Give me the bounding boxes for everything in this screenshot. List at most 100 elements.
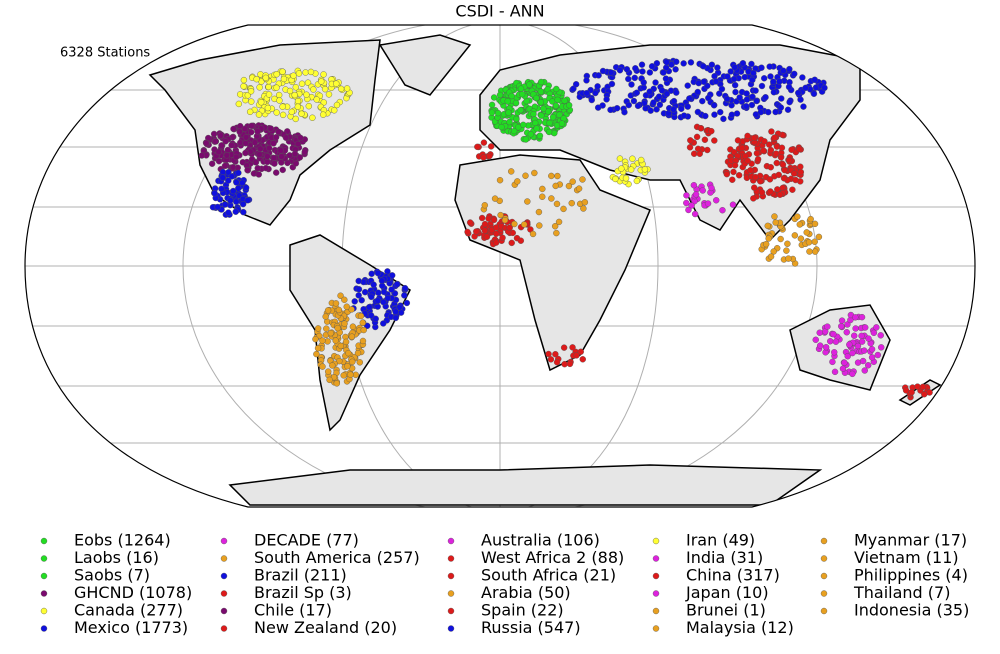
station-dot [719,206,726,214]
station-dot [858,332,865,340]
station-dot [210,130,218,138]
station-dot [333,80,340,87]
station-dot [765,235,772,242]
station-dot [646,69,654,76]
station-dot [731,81,739,89]
station-dot [481,202,488,209]
station-dot [513,115,520,123]
station-dot [641,166,649,173]
station-dots [198,57,933,401]
map-title: CSDI - ANN [455,2,544,21]
station-count: 6328 Stations [60,46,150,61]
station-dot [680,112,688,119]
station-dot [491,195,499,202]
station-dot [522,136,530,143]
station-dot [257,71,264,78]
station-dot [816,342,824,349]
station-dot [812,336,819,344]
station-dot [750,195,757,202]
station-dot [786,65,793,73]
station-dot [849,349,856,357]
station-dot [337,342,345,350]
station-dot [788,146,795,153]
station-dot [770,78,777,85]
station-dot [710,102,718,109]
station-dot [499,234,506,241]
station-dot [608,80,616,88]
station-dot [545,128,553,136]
station-dot [370,281,377,288]
station-dot [389,272,396,279]
station-dot [223,152,231,159]
station-dot [663,90,671,98]
station-dot [824,323,831,330]
station-dot [791,232,799,239]
legend-label: West Africa 2 (88) [481,548,624,567]
station-dot [264,153,271,160]
station-dot [337,292,344,299]
station-dot [718,85,726,93]
station-dot [646,88,653,95]
legend-label: Spain (22) [481,601,564,620]
station-dot [198,152,206,159]
station-dot [723,95,731,103]
station-dot [248,98,255,105]
station-dot [296,154,304,161]
station-dot [761,75,768,82]
station-dot [688,202,695,209]
station-dot [506,118,513,126]
station-dot [265,144,273,152]
station-dot [789,186,796,193]
station-dot [631,74,638,82]
station-dot [203,139,210,147]
station-dot [749,93,756,100]
station-dot [537,88,545,95]
station-dot [802,84,809,92]
station-dot [271,160,278,167]
station-dot [678,105,685,113]
station-dot [301,148,308,156]
station-dot [295,70,303,77]
station-dot [487,143,495,150]
station-dot [727,68,734,75]
station-dot [368,293,375,301]
station-dot [735,172,743,179]
station-dot [492,239,500,246]
station-dot [215,148,222,156]
legend-marker [447,572,455,580]
station-dot [806,248,813,255]
station-dot [627,166,635,173]
station-dot [298,110,305,118]
legend-marker [447,625,455,632]
station-dot [921,391,928,398]
station-dot [908,389,915,396]
station-dot [797,168,805,176]
station-dot [785,83,793,91]
station-dot [225,177,232,184]
station-dot [660,69,667,76]
station-dot [575,185,583,192]
station-dot [322,313,329,320]
station-dot [255,111,263,118]
station-dot [228,142,235,149]
station-dot [548,172,555,180]
station-dot [797,163,804,170]
station-dot [366,303,373,311]
station-dot [242,184,250,191]
station-dot [800,103,807,110]
station-dot [778,95,785,102]
station-dot [560,205,567,213]
station-dot [580,205,587,212]
station-dot [331,107,338,114]
station-dot [690,150,698,157]
station-dot [273,84,280,91]
station-dot [691,210,699,218]
station-dot [551,129,558,137]
legend-label: South America (257) [254,548,420,567]
legend-marker [447,590,455,597]
station-dot [738,144,746,152]
station-dot [526,81,533,88]
station-dot [697,125,705,132]
station-dot [466,219,474,226]
station-dot [796,221,804,228]
